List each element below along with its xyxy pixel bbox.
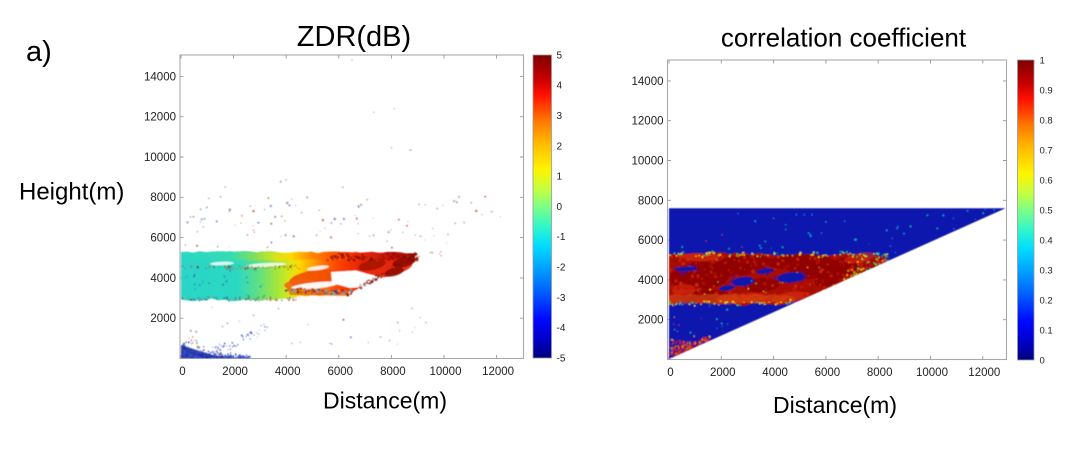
svg-text:0.7: 0.7: [1040, 145, 1053, 156]
svg-text:12000: 12000: [968, 367, 1000, 379]
svg-text:-5: -5: [557, 353, 566, 364]
svg-text:3: 3: [557, 111, 563, 122]
svg-text:a): a): [26, 36, 52, 68]
svg-text:6000: 6000: [150, 233, 176, 245]
svg-text:ZDR(dB): ZDR(dB): [297, 21, 411, 53]
svg-text:1: 1: [557, 172, 563, 183]
svg-text:10000: 10000: [916, 367, 948, 379]
svg-text:0: 0: [557, 202, 563, 213]
svg-text:correlation coefficient: correlation coefficient: [721, 23, 967, 53]
svg-text:1: 1: [1040, 55, 1045, 66]
svg-text:4000: 4000: [150, 273, 176, 285]
svg-text:4: 4: [557, 81, 563, 92]
svg-text:0.6: 0.6: [1040, 175, 1053, 186]
svg-text:6000: 6000: [328, 366, 354, 378]
svg-text:0.9: 0.9: [1040, 85, 1053, 96]
svg-text:2000: 2000: [710, 367, 736, 379]
svg-text:12000: 12000: [482, 366, 514, 378]
svg-text:-2: -2: [557, 263, 566, 274]
svg-text:14000: 14000: [144, 71, 176, 83]
svg-text:4000: 4000: [762, 367, 788, 379]
svg-text:12000: 12000: [144, 112, 176, 124]
svg-text:10000: 10000: [144, 152, 176, 164]
svg-text:10000: 10000: [632, 156, 664, 168]
svg-text:0.2: 0.2: [1040, 295, 1053, 306]
svg-text:5: 5: [557, 50, 563, 61]
svg-text:-3: -3: [557, 293, 566, 304]
svg-text:2000: 2000: [638, 315, 664, 327]
svg-text:0.8: 0.8: [1040, 115, 1053, 126]
svg-text:-1: -1: [557, 232, 566, 243]
svg-text:12000: 12000: [632, 116, 664, 128]
svg-text:4000: 4000: [638, 275, 664, 287]
svg-text:10000: 10000: [430, 366, 462, 378]
svg-text:8000: 8000: [380, 366, 406, 378]
svg-text:Distance(m): Distance(m): [323, 388, 447, 414]
svg-text:6000: 6000: [815, 367, 841, 379]
svg-text:2000: 2000: [222, 366, 248, 378]
svg-text:Height(m): Height(m): [19, 179, 124, 206]
svg-text:4000: 4000: [275, 366, 301, 378]
svg-text:-4: -4: [557, 323, 566, 334]
svg-text:0.1: 0.1: [1040, 325, 1053, 336]
svg-text:0.5: 0.5: [1040, 205, 1053, 216]
svg-text:6000: 6000: [638, 235, 664, 247]
svg-text:8000: 8000: [867, 367, 893, 379]
svg-text:2: 2: [557, 141, 563, 152]
svg-text:0.3: 0.3: [1040, 265, 1053, 276]
svg-text:0: 0: [667, 367, 673, 379]
svg-text:8000: 8000: [150, 192, 176, 204]
svg-text:0.4: 0.4: [1040, 235, 1053, 246]
svg-text:0: 0: [179, 366, 185, 378]
svg-text:8000: 8000: [638, 195, 664, 207]
svg-text:14000: 14000: [632, 76, 664, 88]
svg-text:Distance(m): Distance(m): [773, 392, 897, 418]
svg-text:2000: 2000: [150, 313, 176, 325]
svg-text:0: 0: [1040, 355, 1045, 366]
